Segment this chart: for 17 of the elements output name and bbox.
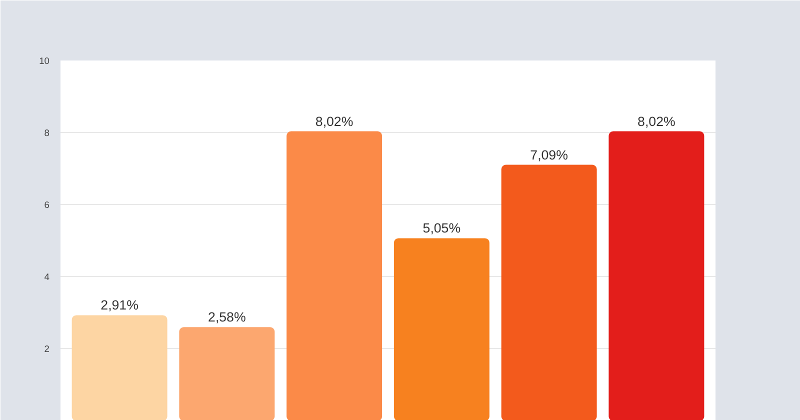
data-label: 2,91% <box>100 298 139 313</box>
y-tick-label: 8 <box>44 128 50 138</box>
data-label: 5,05% <box>422 220 461 236</box>
bar <box>179 327 275 420</box>
data-label: 8,02% <box>638 114 676 129</box>
bar <box>72 315 168 420</box>
data-label: 7,09% <box>530 147 568 162</box>
y-tick-label: 6 <box>44 200 50 210</box>
bar <box>286 131 382 420</box>
y-tick-label: 10 <box>39 56 50 66</box>
bar <box>501 164 597 420</box>
data-label: 8,02% <box>315 114 354 129</box>
y-tick-label: 4 <box>44 272 50 282</box>
bar <box>608 131 704 420</box>
y-tick-label: 2 <box>44 344 50 354</box>
data-label: 2,58% <box>208 310 246 325</box>
bar <box>394 238 490 420</box>
